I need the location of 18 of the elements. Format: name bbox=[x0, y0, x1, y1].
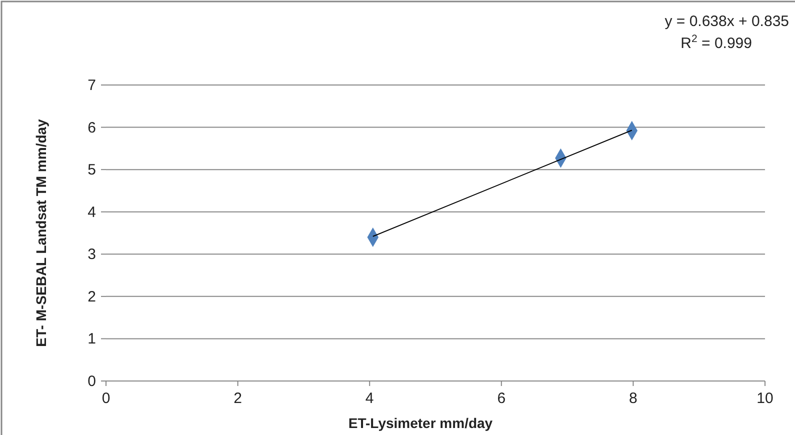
y-tick-label: 2 bbox=[88, 288, 96, 306]
y-tick-label: 1 bbox=[88, 330, 96, 348]
y-tick-label: 7 bbox=[88, 77, 96, 94]
x-tick-label: 4 bbox=[365, 390, 374, 407]
y-tick-label: 0 bbox=[88, 373, 96, 390]
text: y = 0.638x + 0.835 bbox=[664, 13, 789, 30]
y-axis-title: ET- M-SEBAL Landsat TM mm/day bbox=[33, 118, 49, 347]
x-tick-label: 2 bbox=[234, 390, 242, 407]
y-tick-label: 6 bbox=[88, 119, 96, 136]
y-tick-label: 4 bbox=[88, 204, 96, 221]
x-tick-label: 8 bbox=[629, 390, 638, 407]
x-axis-title: ET-Lysimeter mm/day bbox=[348, 415, 493, 431]
x-tick-label: 10 bbox=[756, 390, 774, 407]
text: R$^{2}$ = 0.999 bbox=[680, 33, 752, 52]
x-tick-label: 0 bbox=[102, 390, 110, 407]
y-tick-label: 5 bbox=[88, 162, 96, 179]
y-tick-label: 3 bbox=[88, 246, 96, 264]
x-tick-label: 6 bbox=[497, 390, 506, 407]
